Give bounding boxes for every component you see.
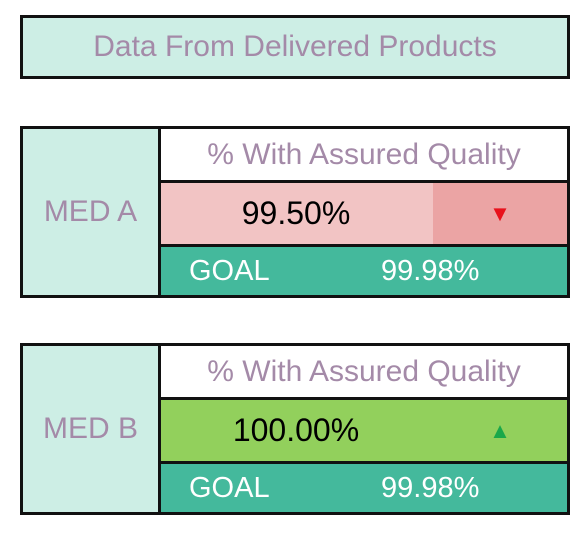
med-b-name: MED B [42, 412, 138, 445]
med-a-name: MED A [43, 195, 138, 228]
med-b-goal-row: GOAL 99.98% [161, 464, 567, 512]
med-a-value: 99.50% [161, 183, 431, 244]
med-a-goal-label: GOAL [189, 254, 270, 287]
med-a-goal-value: 99.98% [381, 254, 480, 287]
med-b-value-row: 100.00% ▲ [161, 400, 567, 464]
med-a-metric-text: % With Assured Quality [207, 137, 521, 171]
med-a-value-row: 99.50% ▼ [161, 183, 567, 247]
med-b-metric-label: % With Assured Quality [161, 346, 567, 400]
med-b-value: 100.00% [161, 400, 431, 461]
up-triangle-icon: ▲ [489, 417, 511, 443]
down-triangle-icon: ▼ [489, 200, 511, 226]
med-a-value-text: 99.50% [241, 195, 351, 231]
med-a-metric-label: % With Assured Quality [161, 129, 567, 183]
med-b-trend-cell: ▲ [433, 400, 567, 461]
med-b-label: MED B [23, 346, 161, 512]
med-b-goal-value: 99.98% [381, 471, 480, 504]
med-a-goal-row: GOAL 99.98% [161, 247, 567, 295]
med-b-value-text: 100.00% [232, 412, 360, 448]
med-a-trend-cell: ▼ [433, 183, 567, 244]
med-b-card: MED B % With Assured Quality 100.00% ▲ G… [20, 343, 570, 515]
dashboard-title: Data From Delivered Products [20, 15, 570, 79]
med-b-metric-text: % With Assured Quality [207, 354, 521, 388]
med-a-label: MED A [23, 129, 161, 295]
dashboard-title-text: Data From Delivered Products [93, 30, 497, 63]
med-a-card: MED A % With Assured Quality 99.50% ▼ GO… [20, 126, 570, 298]
med-b-goal-label: GOAL [189, 471, 270, 504]
